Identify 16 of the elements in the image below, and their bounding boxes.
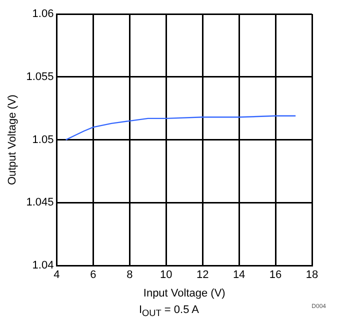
y-tick-label: 1.045 [26, 196, 54, 209]
x-tick-label: 10 [160, 269, 172, 282]
y-tick-label: 1.05 [32, 134, 54, 146]
x-tick-label: 6 [90, 269, 96, 282]
x-axis-title: Input Voltage (V) [143, 287, 226, 300]
y-tick-label: 1.06 [32, 8, 54, 20]
x-tick-label: 18 [306, 269, 318, 282]
y-tick-label: 1.055 [26, 70, 54, 83]
x-tick-label: 14 [232, 269, 246, 282]
x-tick-label: 4 [54, 269, 60, 282]
x-tick-label: 16 [269, 269, 282, 282]
y-tick-label: 1.04 [32, 260, 54, 272]
text: I$_{OUT}$ = 0.5 A [138, 304, 199, 318]
x-tick-label: 8 [126, 269, 133, 282]
x-tick-label: 12 [196, 269, 209, 282]
y-axis-title: Output Voltage (V) [6, 94, 19, 186]
